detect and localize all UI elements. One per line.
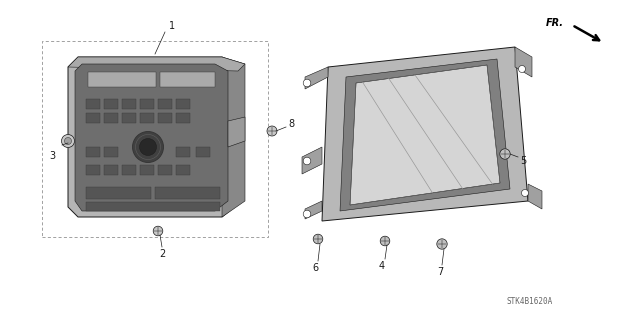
Polygon shape [350, 65, 500, 205]
Polygon shape [305, 67, 328, 89]
Text: 7: 7 [437, 267, 443, 277]
Circle shape [437, 239, 447, 249]
Bar [158, 99, 172, 109]
Circle shape [140, 138, 157, 155]
Bar [176, 165, 190, 175]
Polygon shape [305, 201, 322, 219]
Circle shape [132, 131, 163, 162]
Bar [86, 99, 100, 109]
Text: 6: 6 [312, 263, 318, 273]
Polygon shape [75, 64, 228, 211]
Bar [104, 147, 118, 157]
Bar [176, 113, 190, 123]
Bar [140, 113, 154, 123]
Circle shape [313, 234, 323, 244]
Bar [86, 165, 100, 175]
Circle shape [267, 126, 277, 136]
Circle shape [518, 65, 525, 72]
Bar [122, 113, 136, 123]
Bar [196, 147, 210, 157]
Circle shape [61, 135, 74, 147]
Text: 2: 2 [159, 249, 165, 259]
Circle shape [303, 79, 311, 87]
Bar [104, 99, 118, 109]
Bar [158, 113, 172, 123]
Bar [160, 72, 215, 87]
Polygon shape [302, 147, 322, 174]
Text: FR.: FR. [546, 18, 564, 28]
Polygon shape [222, 57, 245, 217]
Circle shape [500, 149, 510, 159]
Circle shape [380, 236, 390, 246]
Polygon shape [515, 47, 532, 77]
Text: 1: 1 [169, 21, 175, 31]
Bar [104, 165, 118, 175]
Polygon shape [68, 57, 245, 71]
Bar [176, 147, 190, 157]
Bar [122, 165, 136, 175]
Text: 3: 3 [49, 151, 55, 161]
Bar [158, 165, 172, 175]
Text: STK4B1620A: STK4B1620A [507, 296, 553, 306]
Polygon shape [340, 59, 510, 211]
Polygon shape [68, 57, 238, 217]
Bar [86, 187, 151, 199]
Bar [86, 202, 220, 211]
Text: 8: 8 [288, 119, 294, 129]
Text: 5: 5 [520, 156, 526, 166]
Polygon shape [228, 117, 245, 147]
Bar [86, 147, 100, 157]
Text: 4: 4 [379, 261, 385, 271]
Bar [88, 72, 156, 87]
Bar [122, 99, 136, 109]
Bar [176, 99, 190, 109]
Bar [86, 113, 100, 123]
Bar [104, 113, 118, 123]
Circle shape [522, 189, 529, 197]
Polygon shape [322, 47, 528, 221]
Bar [140, 165, 154, 175]
Circle shape [153, 226, 163, 236]
Circle shape [303, 210, 311, 218]
Bar [155, 187, 220, 199]
Circle shape [303, 157, 311, 165]
Circle shape [65, 137, 72, 145]
Bar [140, 99, 154, 109]
Polygon shape [528, 184, 542, 209]
